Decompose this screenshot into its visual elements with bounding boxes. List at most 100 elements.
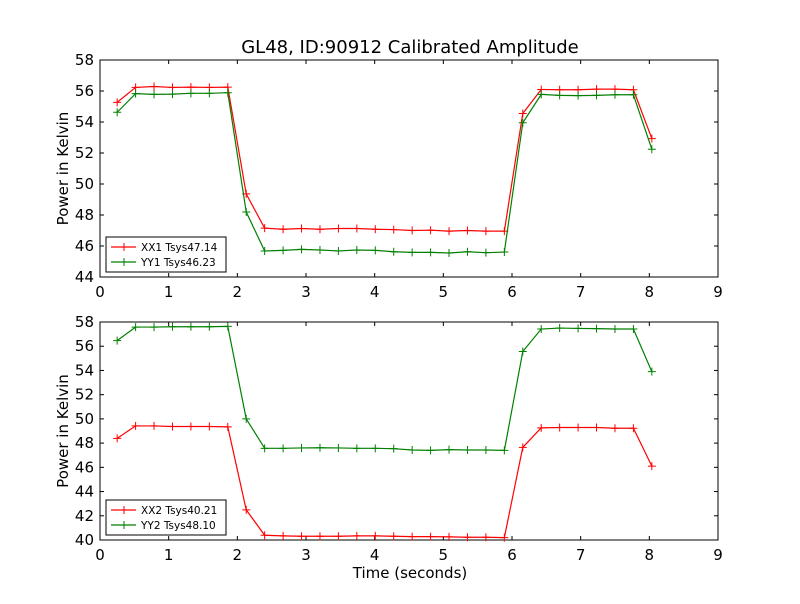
y-tick-label: 46 [75,458,94,476]
data-point [205,422,214,431]
legend-label: YY1 Tsys46.23 [140,257,216,269]
data-point [537,325,546,334]
y-tick-label: 40 [75,531,94,549]
x-tick-label: 8 [645,283,655,301]
data-point [481,446,490,455]
legend-marker [120,243,128,251]
data-point [647,462,656,471]
data-point [113,434,122,443]
y-tick-label: 48 [75,206,94,224]
data-point [334,224,343,233]
data-point [629,90,638,99]
y-tick-label: 50 [75,410,94,428]
data-point [352,224,361,233]
x-tick-label: 3 [301,283,311,301]
x-tick-label: 6 [507,546,517,564]
data-point [279,531,288,540]
x-tick-label: 7 [576,283,586,301]
data-point [574,423,583,432]
y-tick-label: 54 [75,113,94,131]
x-tick-label: 6 [507,283,517,301]
data-point [150,323,159,332]
y-tick-label: 48 [75,434,94,452]
y-tick-label: 58 [75,51,94,69]
y-tick-label: 56 [75,337,94,355]
data-point [113,98,122,107]
data-point [131,89,140,98]
y-axis-label: Power in Kelvin [54,374,72,488]
legend-label: YY2 Tsys48.10 [140,520,216,532]
data-point [408,248,417,257]
y-tick-label: 46 [75,237,94,255]
data-point [629,424,638,433]
x-tick-label: 5 [439,283,449,301]
x-tick-label: 9 [713,283,723,301]
data-point [113,336,122,345]
data-point [315,532,324,541]
data-point [315,246,324,255]
data-point [445,532,454,541]
data-point [426,532,435,541]
data-point [186,89,195,98]
y-tick-label: 56 [75,82,94,100]
data-point [131,323,140,332]
x-tick-label: 1 [164,283,174,301]
data-point [463,446,472,455]
x-tick-label: 0 [95,546,105,564]
y-tick-label: 58 [75,313,94,331]
data-point [555,91,564,100]
data-point [463,226,472,235]
data-point [463,247,472,256]
legend-marker [120,521,128,529]
data-point [647,134,656,143]
data-point [260,224,269,233]
data-point [518,118,527,127]
x-tick-label: 4 [370,283,380,301]
data-point [223,88,232,97]
data-point [150,421,159,430]
data-point [371,246,380,255]
data-point [445,248,454,257]
chart-title: GL48, ID:90912 Calibrated Amplitude [241,37,579,58]
x-axis-label: Time (seconds) [352,564,468,582]
x-tick-label: 2 [233,546,243,564]
data-point [352,246,361,255]
data-point [205,322,214,331]
data-point [242,505,251,514]
data-point [352,444,361,453]
data-point [168,90,177,99]
data-point [389,532,398,541]
data-point [389,247,398,256]
y-tick-label: 52 [75,386,94,404]
data-point [647,145,656,154]
data-point [334,246,343,255]
y-tick-label: 54 [75,361,94,379]
data-point [186,322,195,331]
data-point [574,324,583,333]
data-point [592,91,601,100]
data-point [279,225,288,234]
y-tick-label: 44 [75,268,94,286]
data-point [647,367,656,376]
data-point [537,90,546,99]
legend-marker [120,506,128,514]
data-point [334,443,343,452]
data-point [389,444,398,453]
data-point [315,225,324,234]
data-point [352,531,361,540]
data-point [555,324,564,333]
x-tick-label: 2 [233,283,243,301]
data-point [315,443,324,452]
data-point [610,424,619,433]
data-point [574,91,583,100]
data-point [500,446,509,455]
data-point [445,227,454,236]
data-point [537,423,546,432]
y-tick-label: 42 [75,507,94,525]
data-point [371,531,380,540]
x-tick-label: 8 [645,546,655,564]
x-tick-label: 1 [164,546,174,564]
data-point [371,225,380,234]
data-point [113,108,122,117]
